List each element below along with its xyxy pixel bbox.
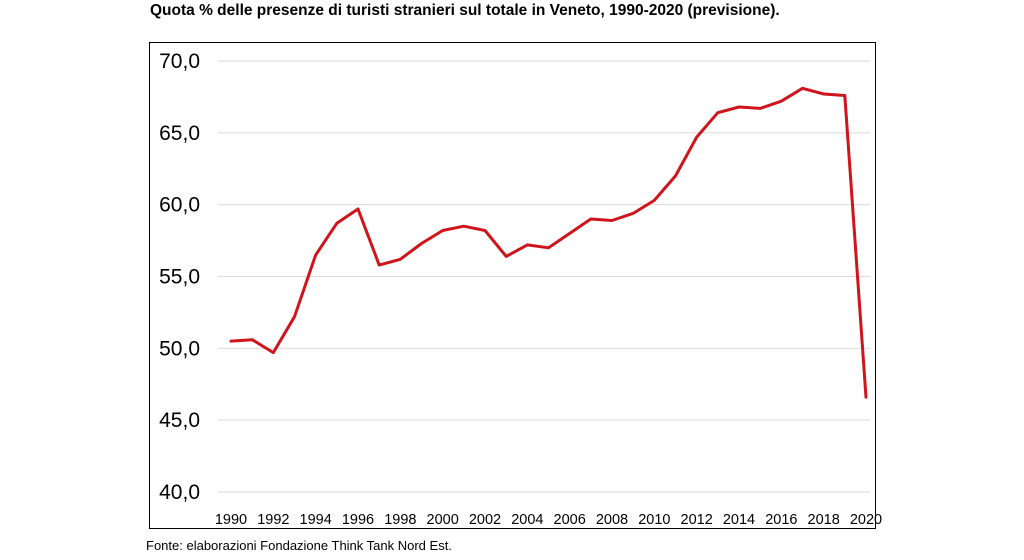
x-tick-label: 2006 xyxy=(554,512,586,528)
y-tick-label: 55,0 xyxy=(159,266,200,289)
x-tick-label: 1990 xyxy=(215,512,247,528)
x-axis-ticks: 1990 1992 1994 1996 1998 2000 2002 2004 2006 2008… xyxy=(215,512,882,528)
chart-title: Quota % delle presenze di turisti strani… xyxy=(150,2,780,19)
x-tick-label: 2016 xyxy=(765,512,797,528)
y-tick-label: 60,0 xyxy=(159,194,200,217)
x-tick-label: 1994 xyxy=(300,512,332,528)
y-tick-label: 70,0 xyxy=(159,50,200,73)
x-tick-label: 2018 xyxy=(808,512,840,528)
x-tick-label: 2000 xyxy=(427,512,459,528)
x-tick-label: 2002 xyxy=(469,512,501,528)
x-tick-label: 1996 xyxy=(342,512,374,528)
y-tick-label: 50,0 xyxy=(159,337,200,360)
x-tick-label: 2020 xyxy=(850,512,882,528)
y-tick-label: 45,0 xyxy=(159,409,200,432)
x-tick-label: 2004 xyxy=(511,512,543,528)
series-line xyxy=(229,86,868,399)
x-tick-label: 2014 xyxy=(723,512,755,528)
y-tick-label: 65,0 xyxy=(159,122,200,145)
source-note: Fonte: elaborazioni Fondazione Think Tan… xyxy=(146,538,452,553)
chart-frame xyxy=(149,42,876,529)
x-tick-label: 2008 xyxy=(596,512,628,528)
y-axis-ticks: 40,0 45,0 50,0 55,0 60,0 65,0 70,0 xyxy=(159,50,200,504)
gridlines xyxy=(218,60,870,493)
x-tick-label: 1992 xyxy=(257,512,289,528)
x-tick-label: 2010 xyxy=(638,512,670,528)
series-layer xyxy=(229,86,868,399)
y-tick-label: 40,0 xyxy=(159,481,200,504)
x-tick-label: 2012 xyxy=(681,512,713,528)
x-tick-label: 1998 xyxy=(384,512,416,528)
